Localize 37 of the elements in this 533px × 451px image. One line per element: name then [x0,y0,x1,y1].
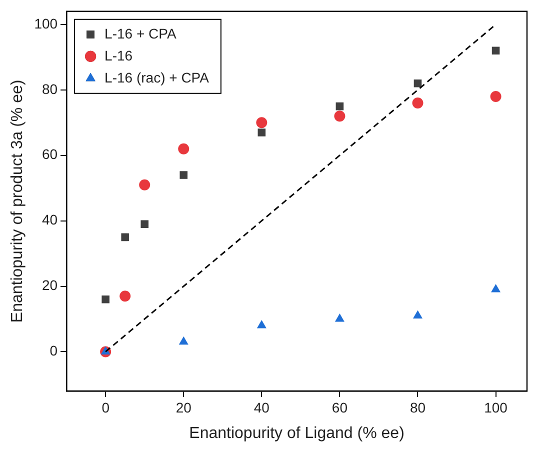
point [492,46,500,55]
point [139,179,150,190]
legend-label: L-16 (rac) + CPA [104,69,210,86]
x-tick-label: 100 [484,399,508,416]
y-tick-label: 0 [50,342,58,359]
x-tick-label: 80 [410,399,426,416]
point [490,90,502,102]
point [336,102,344,110]
point [412,98,424,109]
y-tick-label: 60 [42,146,58,162]
y-tick-label: 40 [42,212,58,228]
point [334,314,344,322]
legend-label: L-16 + CPA [104,25,177,42]
legend-label: L-16 [104,47,133,64]
y-tick-label: 20 [42,277,58,294]
point [120,290,131,302]
x-tick-label: 20 [176,399,192,416]
point [178,336,188,345]
point [491,284,501,292]
point [334,110,346,122]
point [256,320,266,328]
y-axis-title: Enantiopurity of product 3a (% ee) [9,80,26,323]
x-tick-label: 40 [254,399,270,416]
y-tick-label: 100 [34,15,58,32]
point [140,220,148,228]
point [180,171,188,179]
point [121,233,129,242]
x-axis-title: Enantiopurity of Ligand (% ee) [189,424,404,442]
y-tick-label: 80 [42,80,58,97]
point [102,295,110,304]
point [414,80,422,88]
point [412,310,423,318]
x-tick-label: 60 [332,399,348,416]
point [258,128,266,136]
point [178,143,190,154]
x-tick-label: 0 [102,399,110,416]
point [256,117,268,128]
